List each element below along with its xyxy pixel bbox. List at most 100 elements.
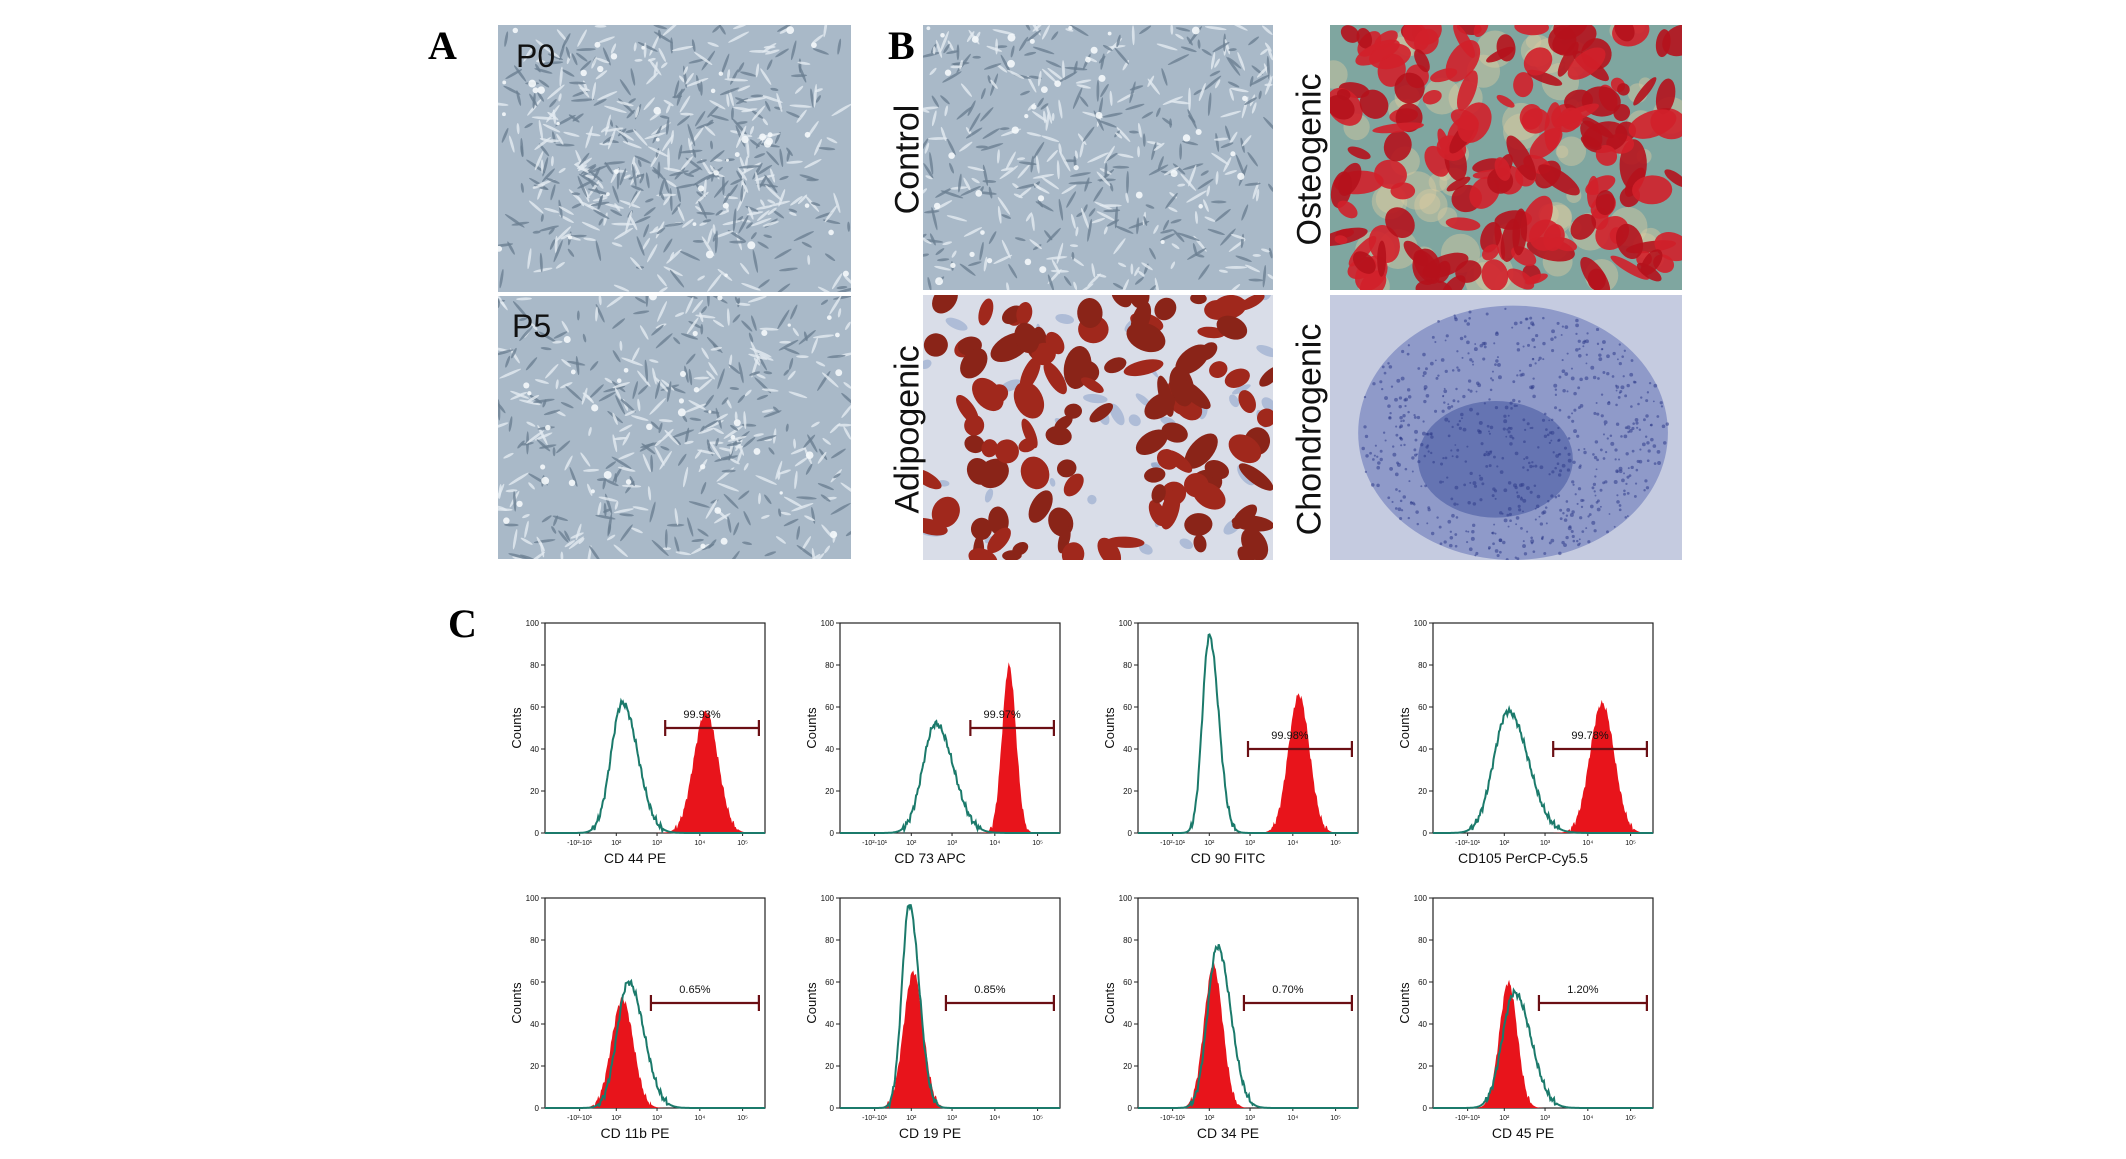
x-tick-label: 10⁵ xyxy=(1625,1115,1636,1122)
micrograph-p5 xyxy=(498,296,851,559)
y-tick-label: 20 xyxy=(1123,1062,1132,1071)
x-tick-label: 10² xyxy=(611,1115,622,1122)
x-tick-label: 10³ xyxy=(947,1115,958,1122)
stained-histogram xyxy=(840,970,1060,1108)
micrograph-adipogenic xyxy=(923,295,1273,560)
y-axis-label: Counts xyxy=(1102,982,1117,1024)
histogram-cd44: 0 20 40 60 80 100 Counts -10²-10¹ 10² 10³ 10⁴ 10⁵ CD… xyxy=(505,615,775,877)
gate-percentage: 0.65% xyxy=(679,984,710,996)
y-tick-label: 20 xyxy=(1418,787,1427,796)
x-axis-label: CD 73 APC xyxy=(894,850,966,866)
y-tick-label: 60 xyxy=(1418,978,1427,987)
stained-histogram xyxy=(1433,699,1653,833)
x-tick-label: 10³ xyxy=(1245,840,1256,847)
micrograph-p0 xyxy=(498,25,851,292)
x-tick-label: 10⁵ xyxy=(1032,840,1043,847)
x-tick-label: -10²-10¹ xyxy=(1160,840,1186,847)
x-tick-label: 10² xyxy=(611,840,622,847)
isotype-control-histogram xyxy=(1433,987,1653,1109)
y-tick-label: 20 xyxy=(530,787,539,796)
y-tick-label: 0 xyxy=(830,1104,835,1113)
y-tick-label: 40 xyxy=(1123,1020,1132,1029)
gate-percentage: 99.93% xyxy=(683,709,721,721)
y-axis-label: Counts xyxy=(1102,707,1117,749)
x-tick-label: -10²-10¹ xyxy=(862,1115,888,1122)
x-tick-label: 10³ xyxy=(652,1115,663,1122)
y-tick-label: 40 xyxy=(825,745,834,754)
x-tick-label: 10⁴ xyxy=(1287,840,1298,847)
y-tick-label: 100 xyxy=(526,619,540,628)
x-tick-label: -10²-10¹ xyxy=(567,840,593,847)
isotype-control-histogram xyxy=(840,903,1060,1110)
y-tick-label: 60 xyxy=(1418,703,1427,712)
x-tick-label: 10³ xyxy=(652,840,663,847)
plot-frame xyxy=(1137,622,1359,834)
x-tick-label: 10⁴ xyxy=(1582,1115,1593,1122)
y-tick-label: 0 xyxy=(830,829,835,838)
stained-histogram xyxy=(545,996,765,1108)
y-axis-label: Counts xyxy=(509,707,524,749)
micrograph-chondrogenic xyxy=(1330,295,1682,560)
y-tick-label: 60 xyxy=(1123,703,1132,712)
x-tick-label: 10⁴ xyxy=(989,1115,1000,1122)
y-tick-label: 100 xyxy=(821,619,835,628)
x-tick-label: 10² xyxy=(906,840,917,847)
micrograph-control xyxy=(923,25,1273,290)
y-tick-label: 80 xyxy=(825,936,834,945)
gate-percentage: 0.85% xyxy=(974,984,1005,996)
y-tick-label: 40 xyxy=(825,1020,834,1029)
histogram-svg: 0 20 40 60 80 100 Counts -10²-10¹ 10² 10³ 10⁴ 10⁵ CD… xyxy=(1102,894,1359,1141)
panel-letter-b: B xyxy=(888,23,915,68)
histogram-cd34: 0 20 40 60 80 100 Counts -10²-10¹ 10² 10³ 10⁴ 10⁵ CD… xyxy=(1098,890,1368,1152)
y-tick-label: 20 xyxy=(825,1062,834,1071)
histogram-cd45: 0 20 40 60 80 100 Counts -10²-10¹ 10² 10³ 10⁴ 10⁵ CD… xyxy=(1393,890,1663,1152)
x-tick-label: 10⁴ xyxy=(1287,1115,1298,1122)
label-osteogenic: Osteogenic xyxy=(1290,73,1329,246)
x-tick-label: 10² xyxy=(906,1115,917,1122)
y-tick-label: 0 xyxy=(1423,829,1428,838)
x-axis-label: CD 45 PE xyxy=(1492,1125,1554,1141)
y-tick-label: 0 xyxy=(1423,1104,1428,1113)
x-tick-label: 10⁴ xyxy=(989,840,1000,847)
panel-letter-c: C xyxy=(448,601,477,646)
x-tick-label: -10²-10¹ xyxy=(862,840,888,847)
y-tick-label: 80 xyxy=(530,936,539,945)
isotype-control-histogram xyxy=(840,719,1060,834)
x-tick-label: 10³ xyxy=(1540,840,1551,847)
y-tick-label: 80 xyxy=(825,661,834,670)
y-tick-label: 80 xyxy=(1123,936,1132,945)
histogram-svg: 0 20 40 60 80 100 Counts -10²-10¹ 10² 10³ 10⁴ 10⁵ CD… xyxy=(804,894,1061,1141)
x-tick-label: 10⁵ xyxy=(737,840,748,847)
x-tick-label: 10⁵ xyxy=(1032,1115,1043,1122)
y-axis-label: Counts xyxy=(804,982,819,1024)
y-tick-label: 60 xyxy=(530,978,539,987)
gate-percentage: 1.20% xyxy=(1567,984,1598,996)
isotype-control-histogram xyxy=(1138,944,1358,1109)
y-tick-label: 80 xyxy=(1418,936,1427,945)
y-tick-label: 0 xyxy=(1128,829,1133,838)
y-tick-label: 20 xyxy=(530,1062,539,1071)
y-tick-label: 80 xyxy=(1123,661,1132,670)
x-tick-label: 10⁴ xyxy=(694,1115,705,1122)
stained-histogram xyxy=(1433,979,1653,1108)
y-tick-label: 80 xyxy=(1418,661,1427,670)
gate-percentage: 99.98% xyxy=(1271,730,1309,742)
x-tick-label: 10³ xyxy=(1540,1115,1551,1122)
x-tick-label: -10²-10¹ xyxy=(1455,1115,1481,1122)
x-tick-label: 10² xyxy=(1499,1115,1510,1122)
y-tick-label: 100 xyxy=(526,894,540,903)
y-axis-label: Counts xyxy=(1397,982,1412,1024)
x-tick-label: -10²-10¹ xyxy=(1160,1115,1186,1122)
x-tick-label: 10² xyxy=(1204,840,1215,847)
y-tick-label: 20 xyxy=(825,787,834,796)
x-tick-label: 10² xyxy=(1499,840,1510,847)
histogram-cd19: 0 20 40 60 80 100 Counts -10²-10¹ 10² 10³ 10⁴ 10⁵ CD… xyxy=(800,890,1070,1152)
x-axis-label: CD105 PerCP-Cy5.5 xyxy=(1458,850,1588,866)
micrograph-osteogenic xyxy=(1330,25,1682,290)
panel-letter-a: A xyxy=(428,23,457,68)
x-tick-label: 10² xyxy=(1204,1115,1215,1122)
x-tick-label: 10⁴ xyxy=(1582,840,1593,847)
x-axis-label: CD 19 PE xyxy=(899,1125,961,1141)
y-tick-label: 60 xyxy=(1123,978,1132,987)
